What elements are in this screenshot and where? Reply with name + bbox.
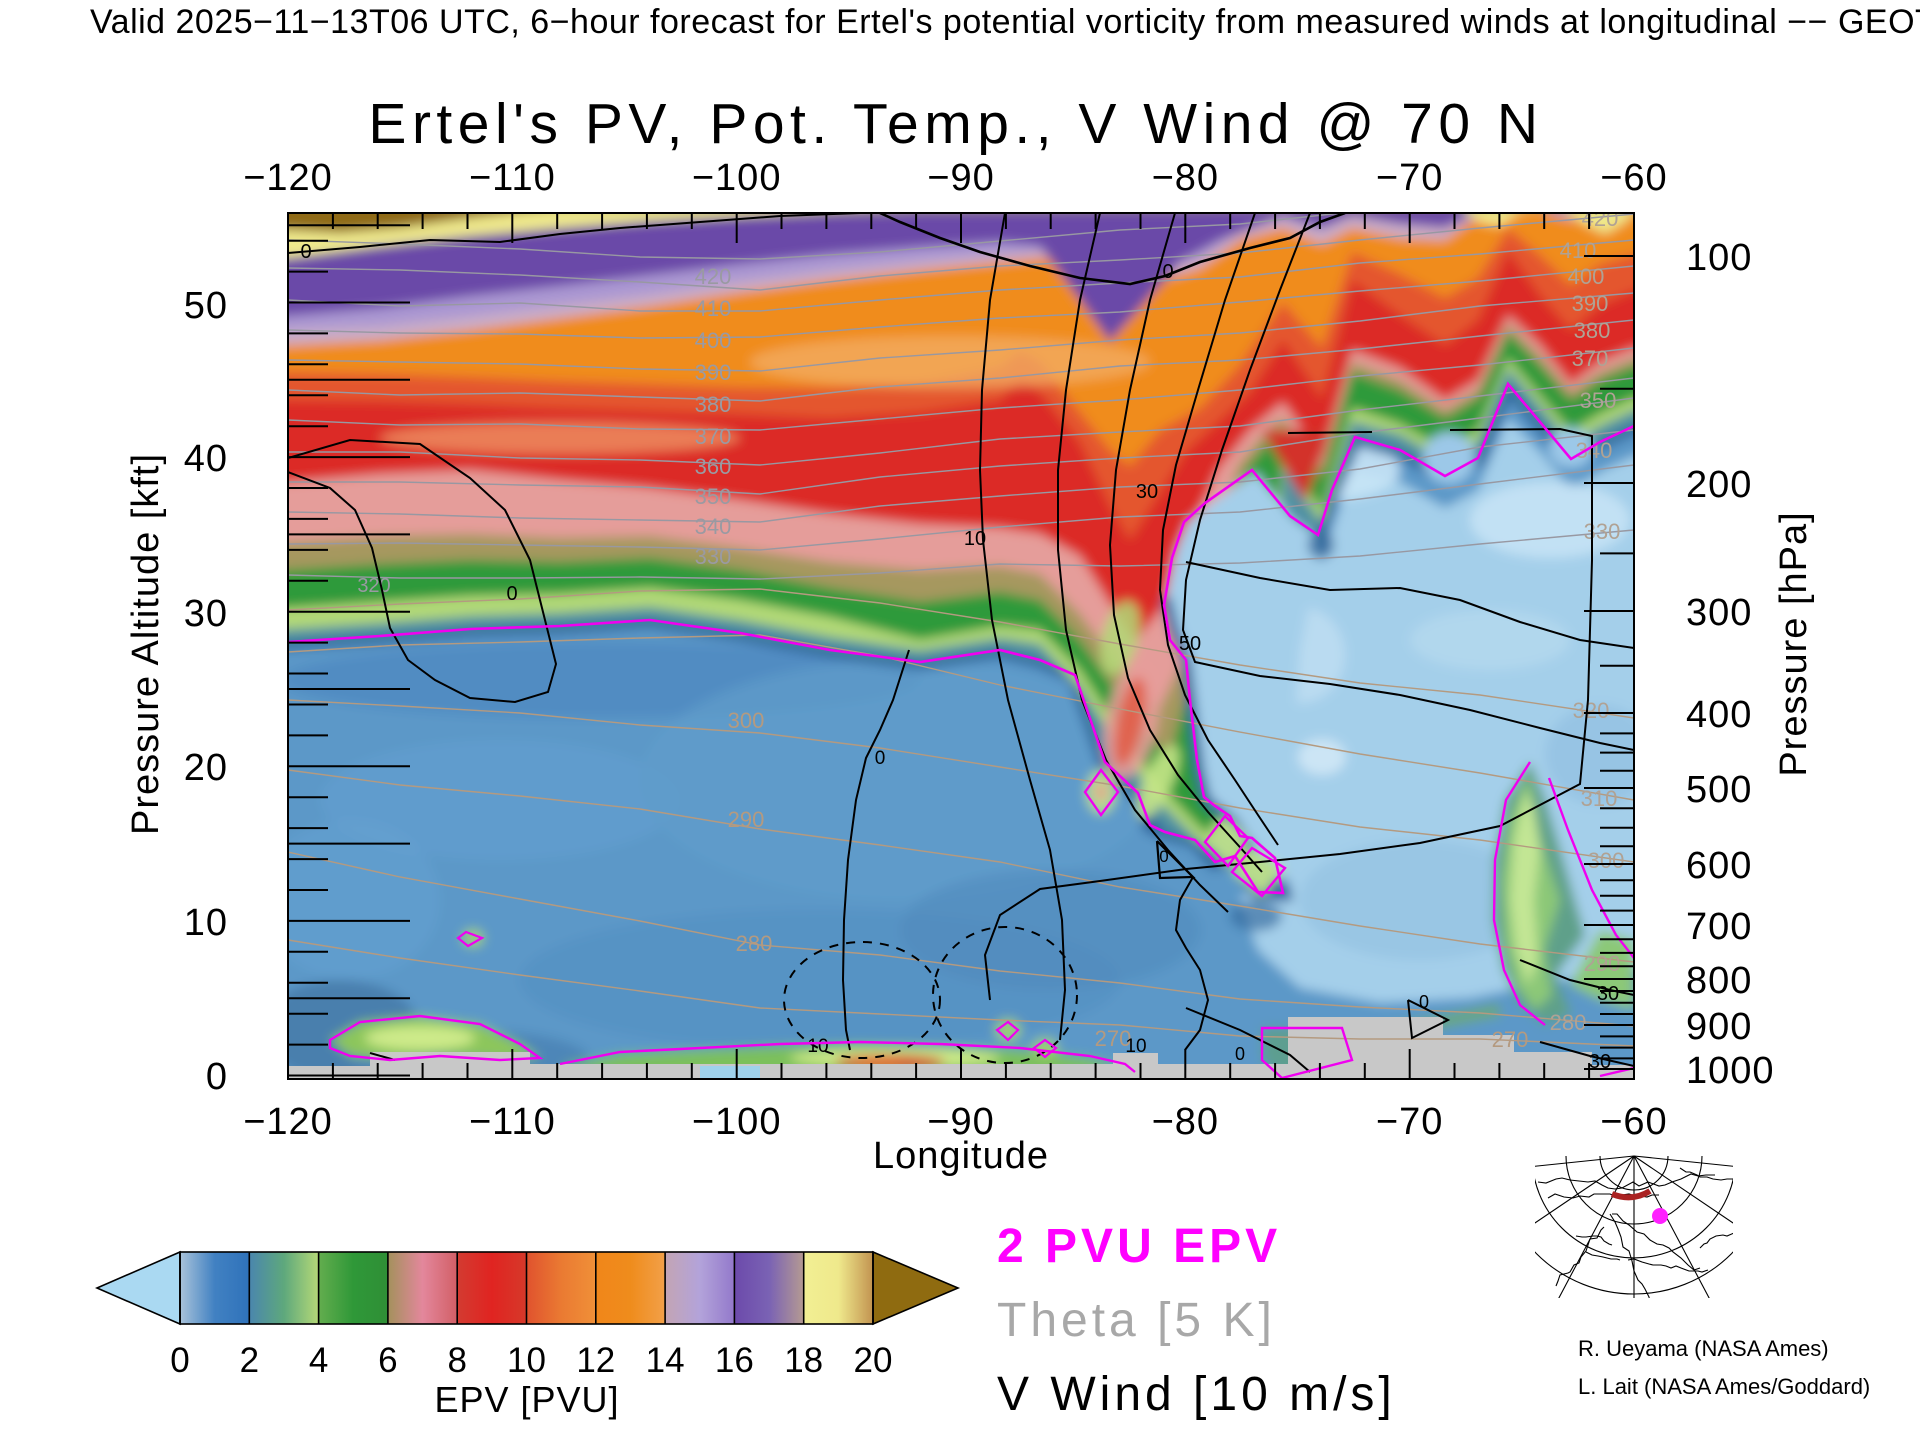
svg-text:900: 900 (1686, 1006, 1752, 1048)
svg-text:350: 350 (695, 484, 732, 509)
svg-text:10: 10 (184, 902, 228, 944)
svg-text:−110: −110 (469, 1101, 556, 1143)
svg-text:EPV [PVU]: EPV [PVU] (434, 1379, 619, 1420)
svg-text:−70: −70 (1376, 1101, 1443, 1143)
svg-text:0: 0 (300, 241, 311, 263)
svg-text:300: 300 (728, 708, 765, 733)
svg-text:280: 280 (736, 931, 773, 956)
svg-text:410: 410 (695, 296, 732, 321)
svg-text:420: 420 (1582, 206, 1619, 231)
svg-text:100: 100 (1686, 237, 1752, 279)
svg-text:290: 290 (1584, 951, 1621, 976)
svg-text:30: 30 (1597, 983, 1619, 1005)
svg-text:300: 300 (1588, 848, 1625, 873)
svg-text:−120: −120 (243, 1101, 333, 1143)
svg-text:370: 370 (695, 424, 732, 449)
svg-text:8: 8 (447, 1341, 466, 1380)
svg-text:2 PVU EPV: 2 PVU EPV (997, 1220, 1281, 1273)
svg-text:0: 0 (206, 1056, 228, 1098)
svg-text:−60: −60 (1600, 1101, 1667, 1143)
svg-text:−60: −60 (1600, 157, 1667, 199)
svg-text:0: 0 (1235, 1044, 1245, 1064)
svg-text:0: 0 (170, 1341, 189, 1380)
svg-text:−90: −90 (927, 157, 994, 199)
svg-text:Longitude: Longitude (873, 1135, 1049, 1177)
svg-text:L. Lait (NASA Ames/Goddard): L. Lait (NASA Ames/Goddard) (1578, 1374, 1870, 1399)
svg-text:380: 380 (1574, 318, 1611, 343)
svg-text:1000: 1000 (1686, 1050, 1775, 1092)
svg-text:50: 50 (184, 285, 228, 327)
svg-text:270: 270 (1095, 1026, 1132, 1051)
svg-text:Pressure [hPa]: Pressure [hPa] (1773, 511, 1815, 776)
svg-text:0: 0 (1159, 847, 1168, 866)
svg-text:16: 16 (715, 1341, 754, 1380)
svg-text:320: 320 (1573, 698, 1610, 723)
svg-text:−120: −120 (243, 157, 333, 199)
svg-text:−100: −100 (692, 157, 782, 199)
svg-text:340: 340 (1576, 438, 1613, 463)
svg-text:30: 30 (1589, 1051, 1611, 1073)
svg-text:270: 270 (1492, 1027, 1529, 1052)
svg-text:−80: −80 (1152, 1101, 1219, 1143)
svg-text:400: 400 (1686, 694, 1752, 736)
svg-text:R. Ueyama (NASA Ames): R. Ueyama (NASA Ames) (1578, 1336, 1829, 1361)
svg-text:−90: −90 (927, 1101, 994, 1143)
svg-text:600: 600 (1686, 845, 1752, 887)
svg-text:30: 30 (1136, 481, 1158, 503)
svg-text:500: 500 (1686, 769, 1752, 811)
svg-text:Theta [5 K]: Theta [5 K] (997, 1294, 1276, 1347)
svg-text:0: 0 (875, 748, 886, 769)
svg-text:340: 340 (695, 514, 732, 539)
svg-text:320: 320 (357, 575, 390, 597)
svg-text:50: 50 (1179, 633, 1201, 655)
svg-text:390: 390 (1572, 291, 1609, 316)
svg-text:400: 400 (1568, 264, 1605, 289)
svg-text:330: 330 (695, 544, 732, 569)
svg-text:800: 800 (1686, 960, 1752, 1002)
svg-text:400: 400 (695, 328, 732, 353)
svg-text:390: 390 (695, 360, 732, 385)
svg-text:410: 410 (1560, 238, 1597, 263)
svg-text:370: 370 (1572, 346, 1609, 371)
svg-text:20: 20 (184, 747, 228, 789)
svg-text:700: 700 (1686, 906, 1752, 948)
svg-text:2: 2 (240, 1341, 259, 1380)
svg-text:Pressure Altitude [kft]: Pressure Altitude [kft] (125, 453, 167, 835)
svg-text:10: 10 (807, 1036, 828, 1057)
svg-text:200: 200 (1686, 464, 1752, 506)
svg-text:0: 0 (1419, 992, 1429, 1012)
svg-text:300: 300 (1686, 592, 1752, 634)
svg-text:−70: −70 (1376, 157, 1443, 199)
svg-text:V Wind [10 m/s]: V Wind [10 m/s] (997, 1368, 1396, 1421)
svg-text:10: 10 (964, 528, 986, 550)
svg-text:0: 0 (506, 583, 517, 605)
svg-text:20: 20 (854, 1341, 893, 1380)
svg-text:290: 290 (728, 807, 765, 832)
svg-text:12: 12 (576, 1341, 615, 1380)
svg-text:0: 0 (1162, 261, 1173, 283)
svg-text:380: 380 (695, 392, 732, 417)
svg-text:4: 4 (309, 1341, 328, 1380)
svg-text:10: 10 (507, 1341, 546, 1380)
svg-text:40: 40 (184, 438, 228, 480)
svg-text:−100: −100 (692, 1101, 782, 1143)
svg-text:310: 310 (1581, 786, 1618, 811)
svg-text:−110: −110 (469, 157, 556, 199)
svg-text:Valid 2025−11−13T06 UTC, 6−hou: Valid 2025−11−13T06 UTC, 6−hour forecast… (90, 3, 1920, 41)
svg-text:Ertel's PV, Pot. Temp., V Wind: Ertel's PV, Pot. Temp., V Wind @ 70 N (368, 92, 1543, 156)
svg-text:6: 6 (378, 1341, 397, 1380)
svg-text:14: 14 (646, 1341, 685, 1380)
svg-text:350: 350 (1580, 388, 1617, 413)
svg-text:−80: −80 (1152, 157, 1219, 199)
svg-text:330: 330 (1584, 519, 1621, 544)
svg-text:30: 30 (184, 593, 228, 635)
svg-text:280: 280 (1550, 1010, 1587, 1035)
svg-text:10: 10 (1125, 1036, 1146, 1057)
svg-text:360: 360 (695, 454, 732, 479)
svg-text:420: 420 (695, 264, 732, 289)
svg-text:18: 18 (784, 1341, 823, 1380)
